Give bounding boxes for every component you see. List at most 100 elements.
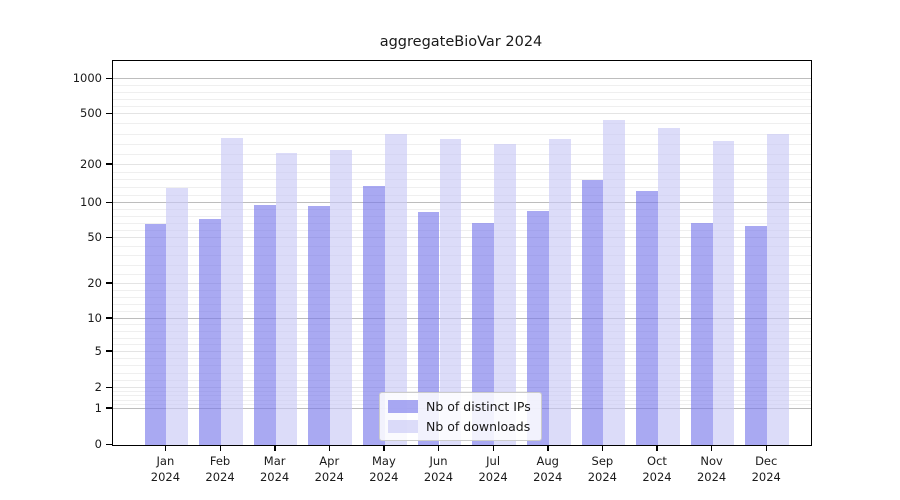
minor-gridline	[113, 153, 811, 155]
x-tick-month: Feb	[209, 454, 231, 468]
x-tick-month: Aug	[536, 454, 559, 468]
minor-gridline	[113, 216, 811, 218]
y-tick-label: 200	[80, 156, 102, 171]
legend-item: Nb of downloads	[388, 419, 531, 434]
x-tick-label-jan: Jan 2024	[133, 453, 197, 485]
minor-gridline	[113, 337, 811, 339]
minor-gridline	[113, 143, 811, 145]
x-tick-mark	[328, 445, 331, 451]
x-tick-month: Apr	[319, 454, 340, 468]
gridline-y-100	[113, 202, 811, 204]
bar-distinct-ips-mar	[253, 205, 276, 445]
minor-gridline	[113, 194, 811, 196]
y-tick-mark	[106, 163, 112, 165]
minor-gridline	[113, 85, 811, 87]
bar-distinct-ips-oct	[636, 190, 658, 445]
gridline-y-10	[113, 317, 811, 319]
y-tick-label: 50	[87, 230, 102, 245]
x-tick-label-nov: Nov 2024	[680, 453, 744, 485]
x-tick-year: 2024	[150, 470, 181, 484]
x-tick-year: 2024	[259, 470, 290, 484]
bar-distinct-ips-nov	[690, 222, 713, 445]
minor-gridline	[113, 255, 811, 257]
x-tick-mark	[438, 445, 440, 451]
minor-gridline	[113, 230, 811, 232]
y-tick-mark	[106, 443, 112, 445]
minor-gridline	[113, 223, 811, 225]
bar-downloads-aug	[548, 138, 571, 445]
legend-item: Nb of distinct IPs	[388, 399, 531, 414]
minor-gridline	[113, 273, 811, 275]
bar-downloads-may	[384, 134, 407, 445]
minor-gridline	[113, 303, 811, 305]
x-tick-label-jun: Jun 2024	[407, 453, 471, 485]
gridline-y-1000	[113, 78, 811, 80]
x-tick-mark	[383, 445, 385, 451]
x-tick-mark	[164, 445, 167, 451]
x-tick-month: Mar	[263, 454, 286, 468]
bar-downloads-sep	[603, 120, 626, 445]
minor-gridline	[113, 179, 811, 181]
bar-downloads-feb	[221, 137, 243, 445]
minor-gridline	[113, 92, 811, 94]
x-tick-month: Jul	[486, 454, 501, 468]
minor-gridline	[113, 186, 811, 188]
x-tick-label-feb: Feb 2024	[188, 453, 252, 485]
x-tick-label-dec: Dec 2024	[734, 453, 798, 485]
bar-downloads-jan	[166, 188, 189, 445]
bar-distinct-ips-jan	[144, 224, 167, 445]
gridline-y-500	[113, 113, 811, 115]
x-tick-year: 2024	[696, 470, 727, 484]
x-tick-year: 2024	[423, 470, 454, 484]
gridline-y-50	[113, 237, 811, 239]
y-tick-label: 500	[80, 106, 102, 121]
y-tick-mark	[106, 112, 112, 115]
minor-gridline	[113, 372, 811, 374]
y-tick-mark	[106, 236, 112, 239]
legend-swatch	[388, 420, 418, 433]
y-tick-label: 2	[94, 380, 102, 395]
minor-gridline	[113, 379, 811, 381]
legend-swatch	[388, 400, 418, 413]
x-tick-label-may: May 2024	[352, 453, 416, 485]
x-tick-label-jul: Jul 2024	[461, 453, 525, 485]
minor-gridline	[113, 209, 811, 211]
gridline-y-5	[113, 350, 811, 352]
x-tick-month: May	[371, 454, 396, 468]
minor-gridline	[113, 344, 811, 346]
bar-downloads-apr	[330, 149, 353, 445]
bar-distinct-ips-aug	[526, 211, 549, 445]
bar-downloads-dec	[767, 134, 790, 445]
x-tick-mark	[765, 445, 768, 451]
x-tick-year: 2024	[478, 470, 508, 484]
bar-distinct-ips-dec	[745, 225, 768, 445]
bar-distinct-ips-apr	[308, 206, 331, 445]
y-tick-label: 20	[87, 275, 102, 290]
x-tick-year: 2024	[751, 470, 781, 484]
minor-gridline	[113, 264, 811, 266]
x-tick-month: Dec	[755, 454, 778, 468]
y-tick-mark	[106, 407, 112, 409]
x-tick-mark	[274, 445, 276, 451]
bar-downloads-jul	[494, 144, 516, 445]
x-tick-label-sep: Sep 2024	[570, 453, 634, 485]
minor-gridline	[113, 99, 811, 101]
y-tick-label: 10	[87, 310, 102, 325]
x-tick-label-oct: Oct 2024	[625, 453, 689, 485]
bar-distinct-ips-feb	[199, 219, 222, 445]
bar-distinct-ips-jul	[472, 222, 495, 445]
plot-area: Nb of distinct IPs Nb of downloads	[112, 60, 812, 446]
y-tick-label: 0	[94, 437, 102, 451]
bar-downloads-oct	[657, 128, 680, 445]
x-tick-mark	[219, 445, 221, 451]
minor-gridline	[113, 106, 811, 108]
bar-downloads-nov	[712, 141, 735, 445]
minor-gridline	[113, 330, 811, 332]
minor-gridline	[113, 365, 811, 367]
x-tick-mark	[656, 445, 658, 451]
x-tick-year: 2024	[205, 470, 235, 484]
minor-gridline	[113, 289, 811, 291]
bar-distinct-ips-jun	[417, 211, 440, 445]
minor-gridline	[113, 246, 811, 248]
